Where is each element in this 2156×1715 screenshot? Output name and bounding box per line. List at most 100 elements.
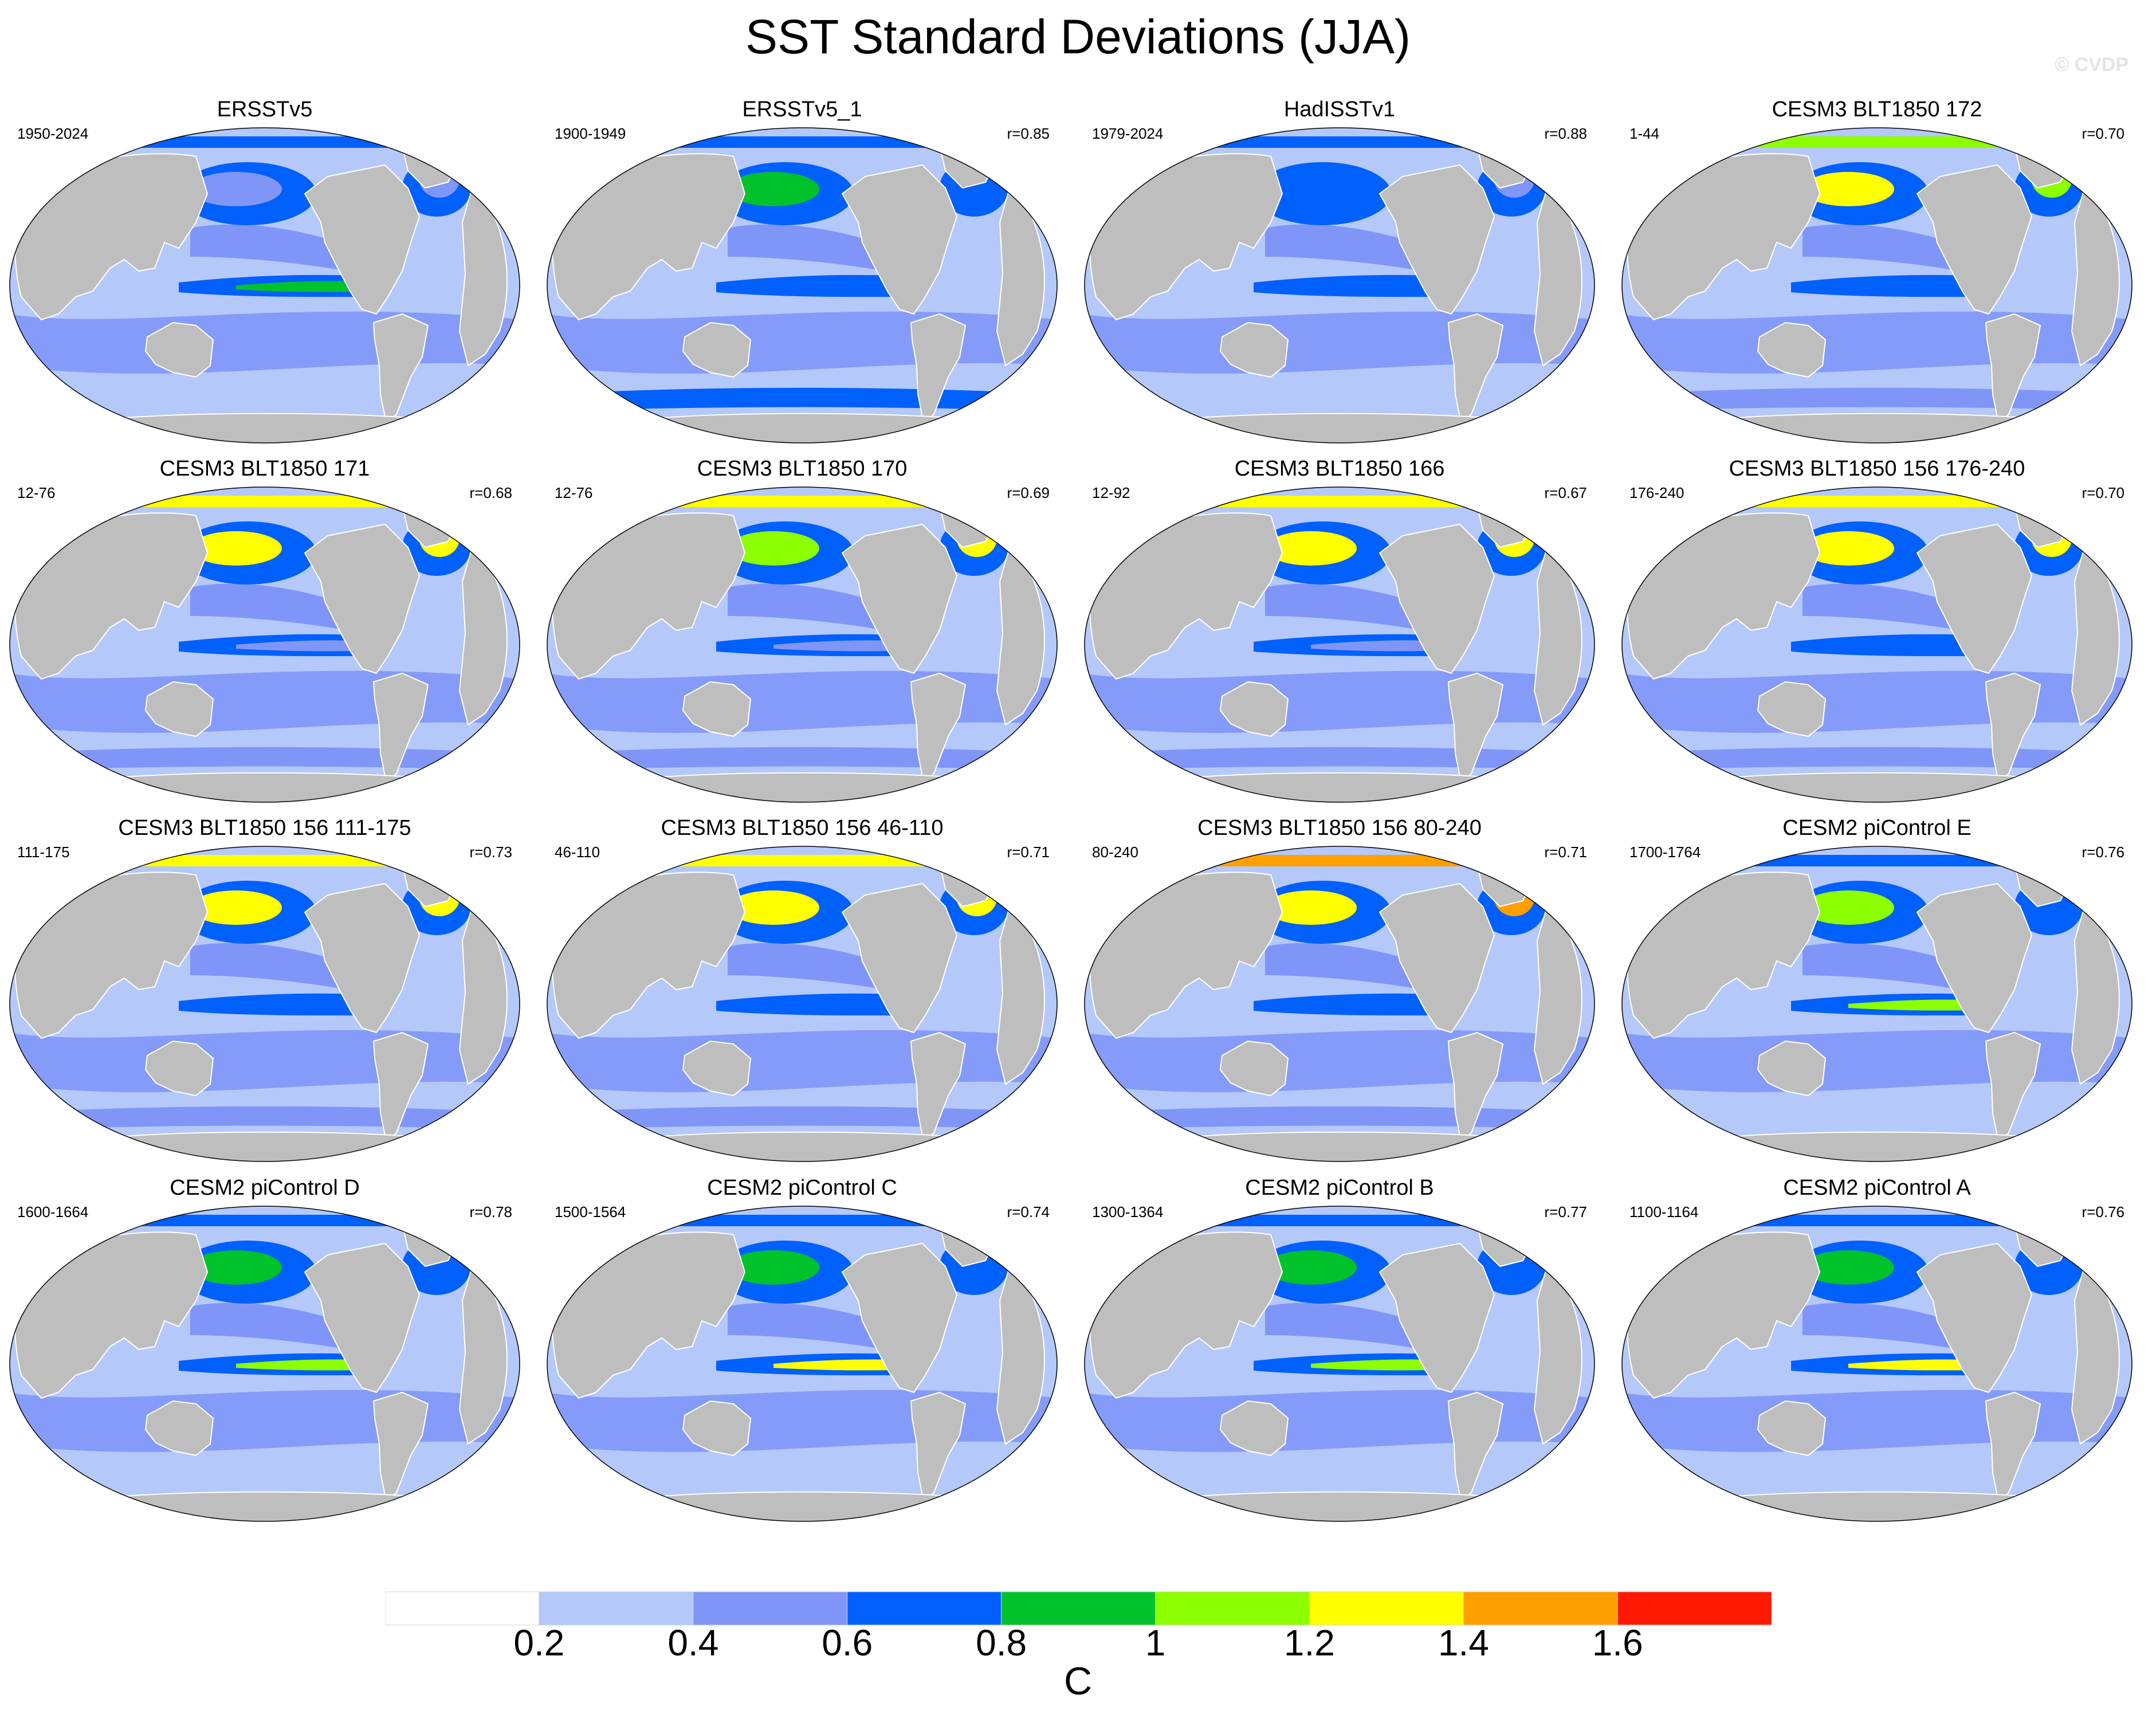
antarctica-land [1172,413,1519,443]
tropical-pacific-band [1802,583,1986,633]
colorbar-swatch [693,1591,848,1626]
robinson-map [1621,127,2133,444]
map-outline [9,846,520,1162]
tropical-pacific-band [190,1302,374,1352]
colorbar-units: C [1063,1659,1093,1703]
panel-pattern-correlation: r=0.71 [1544,843,1587,861]
panel-period: 12-92 [1092,484,1130,501]
robinson-map [9,846,520,1162]
panel-period: 1600-1664 [17,1203,89,1220]
north-america-land [1916,523,2033,674]
arctic-margin-band [630,496,991,507]
panel-pattern-correlation: r=0.70 [2082,125,2124,142]
south-america-land [372,672,429,783]
map-outline [1084,127,1595,444]
panel-title: CESM2 piControl D [170,1176,360,1200]
tropical-pacific-band [1265,583,1448,633]
panel-title: CESM3 BLT1850 156 46-110 [661,816,944,840]
map-panel: CESM3 BLT1850 156 111-175 111-175 r=0.73 [7,816,523,1183]
map-outline [1621,486,2133,803]
panel-pattern-correlation: r=0.77 [1544,1203,1587,1220]
map-outline [547,486,1058,803]
map-panel: ERSSTv5 1950-2024 [7,97,523,464]
australia-land [1757,321,1827,378]
north-pacific-core [1265,172,1357,206]
panel-pattern-correlation: r=0.85 [1007,125,1050,142]
map-panel: CESM3 BLT1850 166 12-92 r=0.67 [1082,457,1597,823]
antarctica-land [1172,1491,1519,1521]
colorbar-tick-label: 0.2 [513,1622,565,1663]
panel-period: 46-110 [555,843,600,861]
tropical-pacific-band [728,583,911,633]
antarctica-land [1709,1491,2056,1521]
antarctica-land [97,1131,444,1161]
colorbar-tick-label: 1.2 [1283,1622,1335,1663]
south-america-land [1447,672,1504,783]
arctic-margin-band [1705,1215,2066,1226]
arctic-margin-band [1168,496,1529,507]
australia-land [682,1400,752,1457]
antarctica-land [634,772,981,802]
antarctica-land [1709,413,2056,443]
colorbar-swatch [1463,1591,1618,1626]
south-america-land [372,313,429,424]
panel-period: 1900-1949 [555,125,626,142]
colorbar-swatch [1617,1591,1772,1626]
north-america-land [304,523,421,674]
panel-period: 1979-2024 [1092,125,1164,142]
tropical-pacific-band [1265,943,1448,992]
australia-land [1219,681,1289,737]
arctic-margin-band [630,136,991,148]
tropical-pacific-band [1265,1302,1448,1352]
map-panel: CESM3 BLT1850 156 176-240 176-240 r=0.70 [1619,457,2135,823]
australia-land [1757,1400,1827,1457]
north-pacific-core [728,1250,819,1285]
watermark: © CVDP [2055,54,2128,76]
arctic-margin-band [1168,1215,1529,1226]
panel-pattern-correlation: r=0.88 [1544,125,1587,142]
panel-pattern-correlation: r=0.67 [1544,484,1587,501]
panel-pattern-correlation: r=0.69 [1007,484,1050,501]
north-pacific-core [1265,1250,1357,1285]
map-panel: CESM3 BLT1850 172 1-44 r=0.70 [1619,97,2135,464]
tropical-pacific-band [728,943,911,992]
robinson-map [1084,846,1595,1162]
colorbar-tick-label: 1.6 [1592,1622,1643,1663]
map-outline [1084,1206,1595,1522]
australia-land [1219,1400,1289,1457]
antarctica-land [1172,1131,1519,1161]
panel-period: 176-240 [1629,484,1684,501]
map-panel: CESM2 piControl B 1300-1364 r=0.77 [1082,1176,1597,1543]
colorbar-swatch [1001,1591,1156,1626]
robinson-map [547,1206,1058,1522]
arctic-margin-band [1705,136,2066,148]
map-panel: CESM3 BLT1850 156 46-110 46-110 r=0.71 [544,816,1060,1183]
map-outline [1621,1206,2133,1522]
arctic-margin-band [1168,855,1529,866]
antarctica-land [1172,772,1519,802]
tropical-pacific-band [1802,224,1986,274]
australia-land [144,681,214,737]
map-panel: CESM3 BLT1850 171 12-76 r=0.68 [7,457,523,823]
panel-title: CESM2 piControl A [1783,1176,1971,1200]
south-america-land [1985,1031,2041,1143]
map-panel: CESM2 piControl D 1600-1664 r=0.78 [7,1176,523,1543]
panel-title: CESM2 piControl B [1245,1176,1434,1200]
colorbar-swatch [385,1591,540,1626]
australia-land [1219,321,1289,378]
north-america-land [304,1242,421,1394]
north-america-land [841,1242,958,1394]
north-pacific-core [1265,531,1357,566]
australia-land [144,321,214,378]
robinson-map [547,846,1058,1162]
robinson-map [547,486,1058,803]
north-america-land [304,164,421,315]
north-pacific-core [1802,531,1894,566]
robinson-map [9,127,520,444]
panel-pattern-correlation: r=0.74 [1007,1203,1050,1220]
map-outline [547,127,1058,444]
colorbar-tick-label: 1.4 [1438,1622,1489,1663]
antarctica-land [634,413,981,443]
north-pacific-core [1802,890,1894,925]
north-america-land [841,523,958,674]
